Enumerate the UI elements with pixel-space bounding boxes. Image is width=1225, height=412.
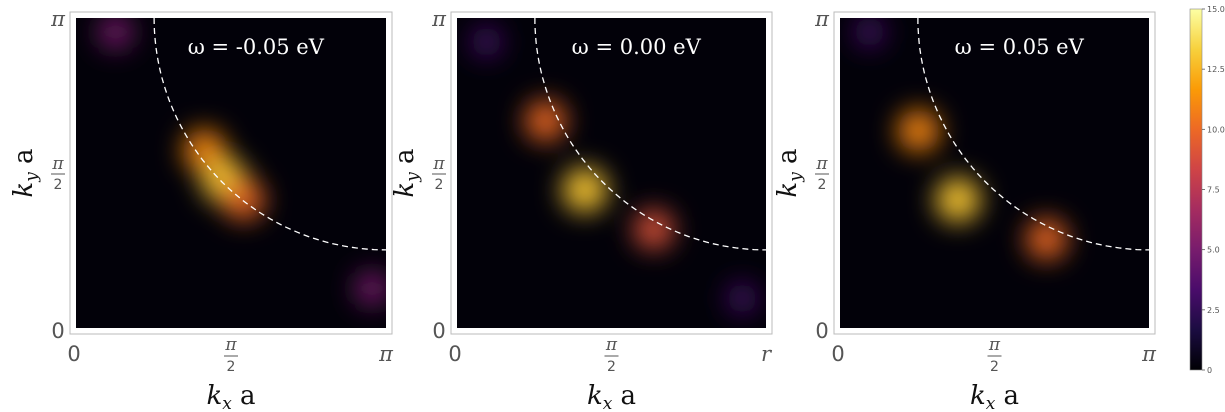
intensity-hotspot bbox=[524, 100, 567, 142]
svg-text:2: 2 bbox=[227, 359, 236, 375]
x-tick-label: 0 bbox=[448, 342, 461, 366]
intensity-hotspot bbox=[223, 179, 265, 221]
svg-text:2: 2 bbox=[818, 177, 827, 193]
y-axis-label: ky a bbox=[9, 148, 42, 197]
colorbar-gradient bbox=[1189, 8, 1203, 371]
colorbar-tick-label: 15.0 bbox=[1207, 5, 1225, 14]
colorbar-tick-label: 5.0 bbox=[1207, 246, 1220, 255]
x-tick-label: π2 bbox=[987, 335, 1002, 375]
intensity-map bbox=[98, 18, 386, 306]
intensity-hotspot bbox=[354, 271, 386, 306]
intensity-map bbox=[470, 25, 759, 315]
svg-text:π: π bbox=[815, 154, 828, 174]
svg-text:2: 2 bbox=[607, 359, 616, 375]
colorbar-tick-label: 12.5 bbox=[1207, 65, 1225, 74]
y-tick-label: π2 bbox=[815, 154, 829, 193]
svg-text:π: π bbox=[988, 335, 1001, 355]
fermi-surface-line bbox=[534, 18, 766, 251]
x-tick-label: π bbox=[1141, 342, 1157, 366]
intensity-hotspot bbox=[1025, 218, 1068, 260]
svg-text:2: 2 bbox=[54, 177, 63, 193]
x-axis-label: kx a bbox=[587, 381, 636, 412]
intensity-hotspot bbox=[633, 209, 674, 250]
plot-background bbox=[457, 18, 766, 328]
colorbar-tick-label: 2.5 bbox=[1207, 306, 1220, 315]
y-tick-label: π2 bbox=[51, 154, 65, 193]
intensity-hotspot bbox=[726, 282, 759, 315]
plot-frame bbox=[833, 11, 1156, 335]
plot-background bbox=[840, 18, 1149, 328]
y-tick-label: 0 bbox=[432, 319, 445, 343]
colorbar-tick-label: 0 bbox=[1207, 366, 1212, 375]
fermi-surface-line bbox=[153, 18, 386, 251]
plot-frame bbox=[450, 11, 773, 335]
svg-text:π: π bbox=[432, 154, 445, 174]
x-axis-label: kx a bbox=[970, 381, 1019, 412]
intensity-hotspot bbox=[470, 25, 503, 58]
intensity-hotspot bbox=[935, 177, 981, 223]
intensity-hotspot bbox=[562, 167, 608, 213]
intensity-hotspot bbox=[853, 18, 886, 48]
x-tick-label: 0 bbox=[831, 342, 844, 366]
y-tick-label: π bbox=[814, 7, 830, 31]
x-tick-label: π bbox=[378, 342, 394, 366]
intensity-hotspot bbox=[897, 109, 941, 152]
intensity-map bbox=[853, 18, 1068, 260]
colorbar-tick-label: 10.0 bbox=[1207, 125, 1225, 134]
y-tick-label: π bbox=[431, 7, 447, 31]
fermi-surface-line bbox=[917, 18, 1149, 251]
svg-text:π: π bbox=[605, 335, 618, 355]
svg-text:π: π bbox=[51, 154, 64, 174]
colorbar-tick-label: 7.5 bbox=[1207, 186, 1220, 195]
plot-frame bbox=[69, 11, 393, 335]
y-axis-label: ky a bbox=[773, 148, 806, 197]
y-tick-label: 0 bbox=[815, 319, 828, 343]
panel-title: ω = 0.00 eV bbox=[572, 35, 702, 59]
x-axis-label: kx a bbox=[206, 381, 255, 412]
svg-text:π: π bbox=[224, 335, 237, 355]
intensity-hotspot bbox=[98, 18, 133, 50]
y-axis-label: ky a bbox=[390, 148, 423, 197]
y-tick-label: 0 bbox=[51, 319, 64, 343]
panel-title: ω = 0.05 eV bbox=[955, 35, 1085, 59]
x-tick-label: 0 bbox=[67, 342, 80, 366]
x-tick-label: π2 bbox=[224, 335, 238, 375]
svg-text:2: 2 bbox=[990, 359, 999, 375]
y-tick-label: π2 bbox=[432, 154, 446, 193]
x-tick-label: π2 bbox=[604, 335, 619, 375]
panel-title: ω = -0.05 eV bbox=[188, 35, 325, 59]
svg-text:2: 2 bbox=[435, 177, 444, 193]
colorbar: 0 2.5 5.0 7.5 10.0 12.5 15.0 bbox=[1189, 5, 1225, 375]
y-tick-label: π bbox=[50, 7, 66, 31]
x-tick-label: r bbox=[761, 342, 773, 366]
